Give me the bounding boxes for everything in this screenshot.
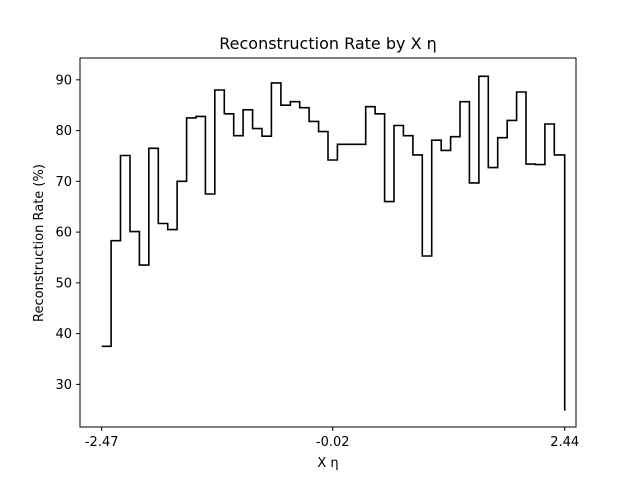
y-axis-label: Reconstruction Rate (%) bbox=[32, 164, 47, 322]
series-line-0 bbox=[101, 75, 566, 411]
plot-area bbox=[79, 57, 577, 428]
y-tick-label: 30 bbox=[55, 378, 72, 393]
x-tick-label: -2.47 bbox=[85, 435, 119, 450]
y-axis: 30 40 50 60 70 80 90 bbox=[55, 73, 80, 393]
y-tick-label: 70 bbox=[55, 175, 72, 190]
y-tick-label: 90 bbox=[55, 73, 72, 88]
x-tick-label: 2.44 bbox=[550, 435, 579, 450]
chart-title: Reconstruction Rate by X η bbox=[219, 34, 437, 53]
y-tick-label: 40 bbox=[55, 327, 72, 342]
x-axis-label: X η bbox=[317, 456, 338, 471]
x-tick-label: -0.02 bbox=[316, 435, 350, 450]
y-tick-label: 60 bbox=[55, 226, 72, 241]
plot-frame bbox=[79, 57, 577, 428]
y-tick-label: 80 bbox=[55, 124, 72, 139]
y-tick-label: 50 bbox=[55, 276, 72, 291]
x-axis: -2.47 -0.02 2.44 bbox=[85, 427, 579, 450]
